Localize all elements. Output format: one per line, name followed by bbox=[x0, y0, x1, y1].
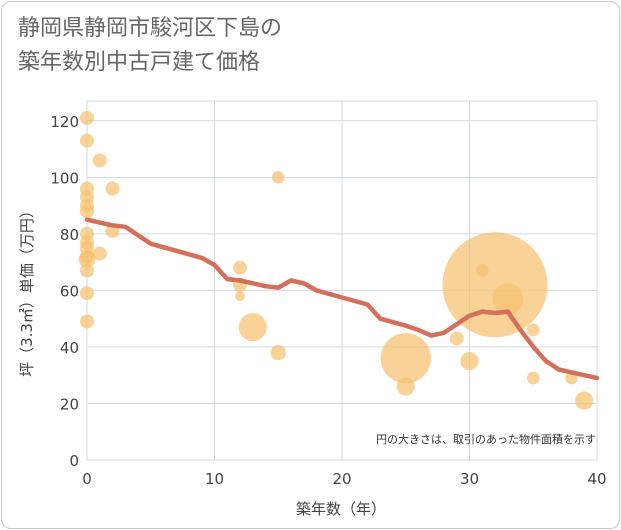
data-bubble bbox=[442, 232, 548, 338]
data-bubble bbox=[396, 377, 415, 396]
chart-title-line2: 築年数別中古戸建て価格 bbox=[18, 50, 261, 75]
data-bubble bbox=[271, 171, 285, 184]
data-bubble bbox=[526, 371, 540, 385]
y-tick-label: 100 bbox=[50, 169, 79, 187]
y-tick-label: 20 bbox=[60, 395, 79, 413]
x-tick-label: 30 bbox=[460, 470, 479, 488]
x-tick-label: 40 bbox=[587, 470, 606, 488]
bubble-size-note: 円の大きさは、取引のあった物件面積を示す bbox=[376, 432, 596, 446]
data-bubble bbox=[526, 323, 540, 337]
x-axis-ticks: 0 10 20 30 40 bbox=[82, 470, 606, 488]
grid-lines bbox=[86, 100, 598, 461]
data-bubble bbox=[78, 250, 96, 268]
data-bubble bbox=[80, 110, 94, 125]
data-bubble bbox=[92, 246, 107, 261]
data-bubble bbox=[105, 181, 120, 196]
trend-line bbox=[84, 217, 600, 381]
data-bubble bbox=[80, 314, 94, 329]
x-tick-label: 20 bbox=[332, 470, 351, 488]
data-bubble bbox=[492, 283, 524, 315]
x-axis-label: 築年数（年） bbox=[296, 500, 386, 518]
y-tick-label: 40 bbox=[60, 339, 79, 357]
y-tick-label: 120 bbox=[50, 113, 79, 131]
chart-title: 静岡県静岡市駿河区下島の 築年数別中古戸建て価格 bbox=[18, 12, 282, 80]
data-bubble bbox=[92, 153, 107, 168]
data-bubble bbox=[460, 351, 479, 371]
data-bubble bbox=[270, 344, 286, 361]
trend-series bbox=[84, 217, 600, 381]
x-tick-label: 0 bbox=[82, 470, 92, 488]
data-bubble bbox=[233, 260, 247, 275]
x-tick-label: 10 bbox=[205, 470, 224, 488]
chart-title-line1: 静岡県静岡市駿河区下島の bbox=[18, 16, 283, 41]
data-bubble bbox=[449, 331, 464, 346]
bubble-series bbox=[78, 110, 594, 410]
data-bubble bbox=[80, 204, 94, 219]
y-tick-label: 80 bbox=[60, 226, 79, 244]
data-bubble bbox=[575, 391, 594, 410]
y-axis-label: 坪（3.3㎡）単価（万円） bbox=[18, 203, 36, 377]
y-tick-label: 0 bbox=[69, 452, 79, 470]
data-bubble bbox=[80, 286, 94, 301]
y-tick-label: 60 bbox=[60, 282, 79, 300]
data-bubble bbox=[235, 291, 245, 301]
data-bubble bbox=[80, 133, 94, 148]
y-axis-ticks: 0 20 40 60 80 100 120 bbox=[50, 113, 79, 470]
data-bubble bbox=[380, 333, 431, 384]
data-bubble bbox=[80, 263, 94, 278]
data-bubble bbox=[238, 313, 267, 342]
